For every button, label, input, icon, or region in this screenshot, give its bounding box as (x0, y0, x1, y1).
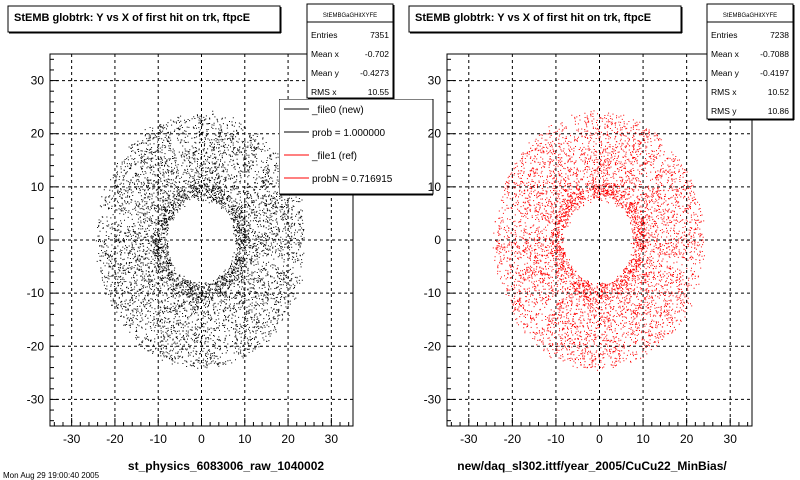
stats-value: -0.7088 (760, 49, 789, 59)
x-tick-label: 0 (198, 432, 205, 446)
x-tick-label: 20 (281, 432, 295, 446)
stats-label: RMS y (711, 106, 737, 116)
stats-label: Mean y (711, 68, 740, 78)
stats-value: 10.52 (768, 87, 790, 97)
title-box (408, 5, 682, 33)
x-tick-label: -20 (106, 432, 124, 446)
stats-value: 10.86 (768, 106, 790, 116)
x-tick-label: 0 (596, 432, 603, 446)
x-tick-label: -30 (460, 432, 478, 446)
stats-label: Entries (711, 30, 737, 40)
scatter-points (95, 110, 305, 369)
y-tick-label: 30 (428, 74, 442, 88)
y-tick-label: -30 (424, 392, 442, 406)
legend-label: _file1 (ref) (311, 151, 357, 162)
y-tick-label: 0 (434, 233, 441, 247)
stats-value: -0.4273 (360, 68, 389, 78)
title-box (7, 5, 281, 33)
stats-value: -0.702 (365, 49, 389, 59)
x-tick-label: 10 (636, 432, 650, 446)
x-tick-label: 30 (325, 432, 339, 446)
x-axis-label: st_physics_6083006_raw_1040002 (128, 459, 324, 473)
legend-label: prob = 1.000000 (312, 128, 386, 139)
chart-panel-1: -30 -20 -10 0 10 20 30-30-20-100102030st_physi… (7, 3, 434, 473)
y-tick-label: 20 (428, 127, 442, 141)
x-tick-label: 20 (680, 432, 694, 446)
chart-title: StEMB globtrk: Y vs X of first hit on tr… (415, 12, 651, 24)
stats-value: 7238 (770, 30, 789, 40)
y-tick-label: 10 (31, 180, 45, 194)
x-tick-label: -30 (63, 432, 81, 446)
x-tick-label: -20 (504, 432, 522, 446)
y-tick-label: -10 (424, 286, 442, 300)
legend-body: _file0 (new) prob = 1.000000 _file1 (ref) p… (279, 99, 434, 196)
footer-timestamp: Mon Aug 29 19:00:40 2005 (3, 471, 100, 480)
scatter-series-1 (95, 110, 305, 369)
y-tick-label: -30 (27, 392, 45, 406)
legend-label: _file0 (new) (311, 105, 364, 116)
x-tick-label: 30 (724, 432, 738, 446)
stats-label: Entries (311, 30, 337, 40)
stats-label: Mean x (711, 49, 740, 59)
x-tick-label: 10 (238, 432, 252, 446)
x-tick-label: -10 (150, 432, 168, 446)
stats-value: 7351 (370, 30, 389, 40)
stats-value: 10.55 (368, 87, 390, 97)
chart-title: StEMB globtrk: Y vs X of first hit on tr… (14, 12, 250, 24)
y-tick-label: -20 (27, 339, 45, 353)
y-tick-label: 20 (31, 127, 45, 141)
x-axis-label: new/daq_sl302.ittf/year_2005/CuCu22_MinB… (457, 459, 727, 473)
y-tick-label: -10 (27, 286, 45, 300)
stats-label: Mean x (311, 49, 340, 59)
stats-label: RMS x (311, 87, 337, 97)
y-tick-label: 30 (31, 74, 45, 88)
y-tick-label: 0 (37, 233, 44, 247)
chart-panel-2: -30 -20 -10 0 10 20 30 -30 -20 -10 0 10 20 30 new/daq_… (408, 3, 795, 473)
stats-value: -0.4197 (760, 68, 789, 78)
stats-header: StEMBGaGHitXYFE (323, 13, 377, 19)
legend: _file0 (new) prob = 1.000000 _file1 (ref) p… (279, 99, 434, 196)
stats-header: StEMBGaGHitXYFE (723, 13, 777, 19)
legend-label: probN = 0.716915 (312, 174, 393, 185)
y-tick-label: 10 (428, 180, 442, 194)
y-tick-label: -20 (424, 339, 442, 353)
stats-label: RMS x (711, 87, 737, 97)
stats-label: Mean y (311, 68, 340, 78)
stats-box (306, 3, 394, 99)
stats-box (706, 3, 794, 120)
x-tick-label: -10 (547, 432, 565, 446)
